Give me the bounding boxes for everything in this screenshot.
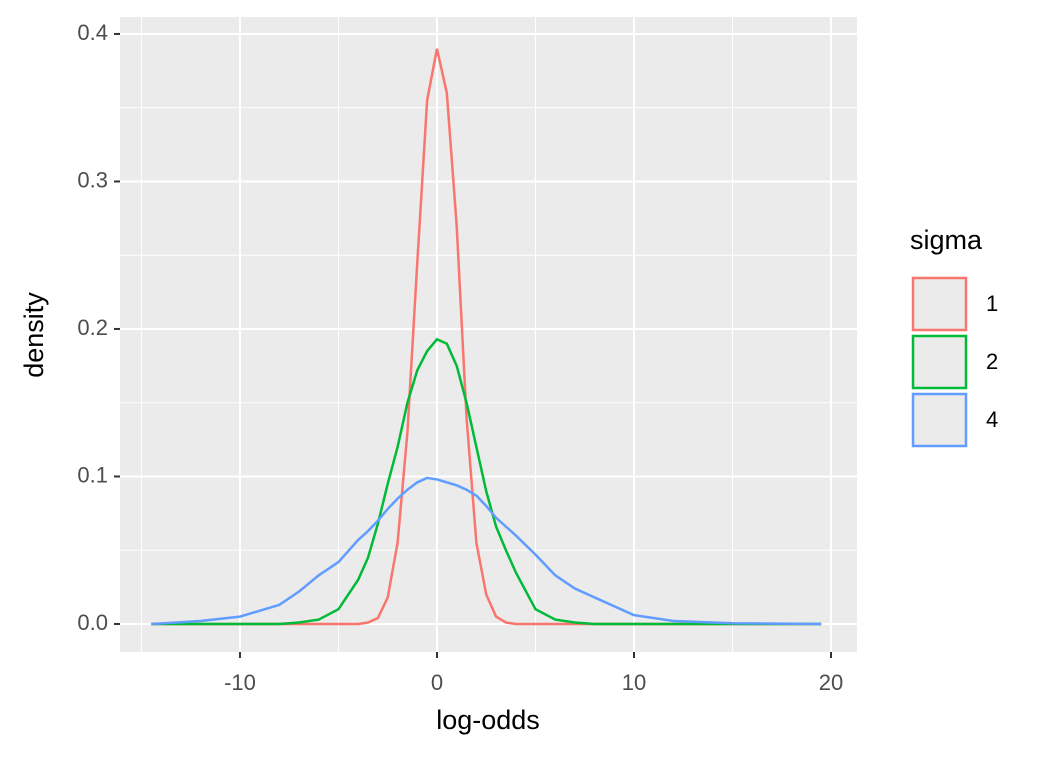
legend-title: sigma — [910, 225, 983, 255]
density-line — [151, 48, 822, 626]
legend-label: 1 — [986, 291, 998, 316]
legend-key — [911, 276, 968, 332]
legend-key — [911, 334, 968, 390]
panel — [120, 17, 857, 652]
x-axis-title: log-odds — [436, 705, 540, 735]
y-tick-label: 0.1 — [77, 462, 108, 487]
y-tick-label: 0.2 — [77, 315, 108, 340]
legend-label: 4 — [986, 407, 998, 432]
y-axis-title: density — [19, 292, 49, 378]
density-line — [151, 476, 822, 626]
legend-key — [911, 392, 968, 448]
density-line — [151, 337, 822, 626]
y-tick-label: 0.0 — [77, 610, 108, 635]
x-tick-label: 20 — [819, 670, 843, 695]
x-tick-label: 10 — [622, 670, 646, 695]
y-tick-label: 0.4 — [77, 20, 108, 45]
legend-label: 2 — [986, 349, 998, 374]
x-tick-label: -10 — [224, 670, 256, 695]
x-tick-label: 0 — [431, 670, 443, 695]
y-tick-label: 0.3 — [77, 167, 108, 192]
lines — [151, 48, 822, 626]
